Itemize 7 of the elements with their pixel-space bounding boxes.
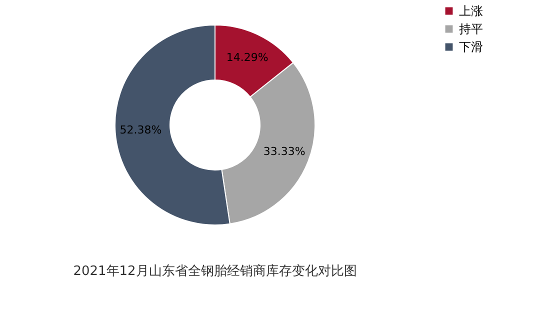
legend-label: 持平 — [459, 22, 483, 36]
text: 2021年12月山东省全钢胎经销商库存变化对比图 — [73, 264, 357, 279]
data-label: 33.33% — [263, 145, 306, 158]
legend-label: 上涨 — [459, 4, 483, 18]
data-label: 52.38% — [120, 124, 162, 137]
data-label: 14.29% — [226, 50, 268, 64]
legend-label: 下滑 — [459, 40, 483, 54]
